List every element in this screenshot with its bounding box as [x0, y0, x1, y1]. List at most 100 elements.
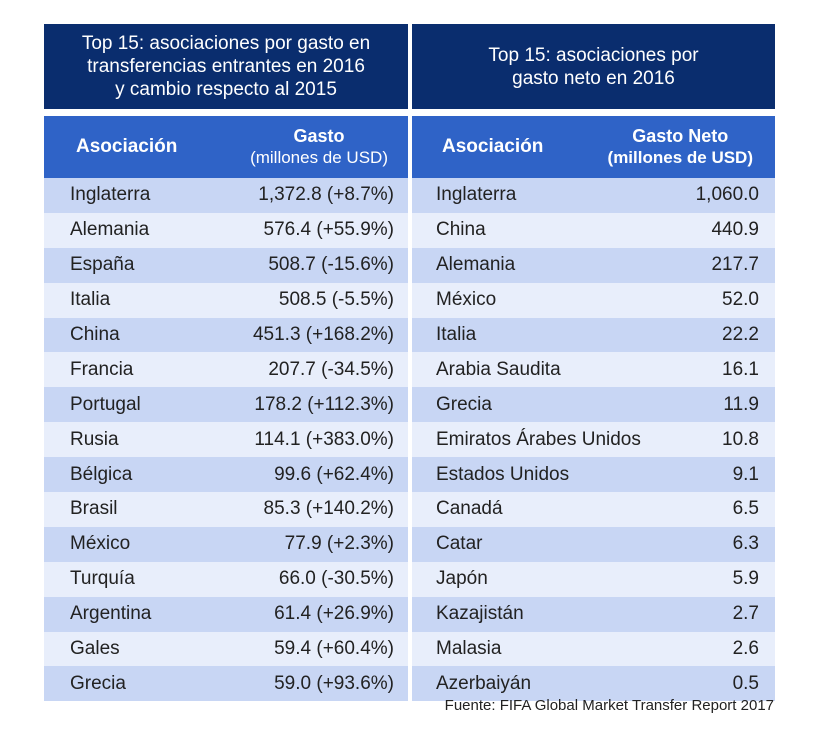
cell-value: 16.1 [722, 358, 759, 380]
table-row: Catar 6.3 [412, 526, 775, 562]
column-header-gasto: Gasto (millones de USD) [250, 125, 408, 169]
table-row: Brasil 85.3 (+140.2%) [44, 492, 408, 527]
cell-asociacion: Alemania [436, 254, 516, 276]
cell-value: 508.5 (-5.5%) [278, 289, 394, 311]
cell-asociacion: México [70, 533, 131, 555]
table-row: China 451.3 (+168.2%) [44, 317, 408, 353]
cell-value: 77.9 (+2.3%) [284, 533, 394, 555]
cell-asociacion: Francia [70, 358, 134, 380]
table-row: Alemania 217.7 [412, 247, 775, 283]
table-row: Emiratos Árabes Unidos 10.8 [412, 422, 775, 458]
column-header-unit: (millones de USD) [607, 148, 753, 167]
cell-value: 9.1 [732, 463, 759, 485]
cell-asociacion: Azerbaiyán [436, 672, 532, 694]
cell-asociacion: Arabia Saudita [436, 358, 561, 380]
table-body: Inglaterra 1,060.0 China 440.9 Alemania 217.7… [412, 178, 775, 702]
title-line: transferencias entrantes en 2016 [87, 56, 365, 77]
table-gasto-neto: Top 15: asociaciones por gasto neto en 2… [412, 24, 775, 702]
cell-value: 61.4 (+26.9%) [274, 603, 394, 625]
cell-asociacion: México [436, 289, 497, 311]
column-header-row: Asociación Gasto Neto (millones de USD) [412, 116, 775, 178]
cell-asociacion: China [436, 219, 486, 241]
cell-asociacion: Alemania [70, 219, 150, 241]
table-row: Grecia 59.0 (+93.6%) [44, 666, 408, 702]
table-row: China 440.9 [412, 212, 775, 248]
cell-value: 508.7 (-15.6%) [268, 254, 394, 276]
cell-value: 6.5 [732, 498, 759, 520]
column-header-main: Gasto Neto [632, 126, 729, 146]
table-title: Top 15: asociaciones por gasto en transf… [44, 24, 408, 109]
cell-asociacion: Inglaterra [70, 184, 151, 206]
cell-asociacion: Grecia [436, 393, 492, 415]
cell-asociacion: Bélgica [70, 463, 133, 485]
cell-value: 52.0 [722, 289, 759, 311]
table-row: España 508.7 (-15.6%) [44, 247, 408, 283]
table-row: Gales 59.4 (+60.4%) [44, 631, 408, 667]
cell-value: 114.1 (+383.0%) [254, 428, 394, 450]
cell-value: 66.0 (-30.5%) [278, 568, 394, 590]
cell-value: 10.8 [722, 428, 759, 450]
cell-value: 59.4 (+60.4%) [274, 638, 394, 660]
cell-value: 440.9 [711, 219, 759, 241]
column-header-row: Asociación Gasto (millones de USD) [44, 116, 408, 178]
cell-value: 59.0 (+93.6%) [274, 672, 394, 694]
column-header-main: Gasto [293, 126, 345, 146]
table-row: Kazajistán 2.7 [412, 596, 775, 632]
cell-asociacion: Italia [436, 324, 477, 345]
cell-value: 22.2 [722, 324, 759, 345]
cell-value: 2.6 [732, 638, 759, 660]
table-gasto-transferencias: Top 15: asociaciones por gasto en transf… [44, 24, 408, 702]
cell-asociacion: Turquía [70, 568, 135, 590]
cell-asociacion: Kazajistán [436, 603, 524, 625]
cell-asociacion: Inglaterra [436, 184, 517, 206]
cell-value: 99.6 (+62.4%) [274, 463, 394, 485]
title-line: Top 15: asociaciones por gasto en [81, 33, 371, 54]
cell-value: 6.3 [732, 533, 759, 555]
cell-value: 207.7 (-34.5%) [268, 358, 394, 380]
title-line: Top 15: asociaciones por [488, 44, 699, 66]
table-body: Inglaterra 1,372.8 (+8.7%) Alemania 576.4 (… [44, 178, 408, 702]
source-note: Fuente: FIFA Global Market Transfer Repo… [444, 697, 774, 714]
cell-value: 451.3 (+168.2%) [252, 324, 394, 345]
column-header-asociacion: Asociación [442, 136, 544, 157]
table-row: México 77.9 (+2.3%) [44, 526, 408, 562]
column-header-gasto-neto: Gasto Neto (millones de USD) [608, 125, 775, 169]
table-row: Portugal 178.2 (+112.3%) [44, 387, 408, 423]
table-row: Arabia Saudita 16.1 [412, 352, 775, 388]
table-row: Grecia 11.9 [412, 387, 775, 423]
table-title: Top 15: asociaciones por gasto neto en 2… [412, 24, 775, 109]
cell-asociacion: Brasil [70, 498, 118, 520]
cell-asociacion: Malasia [436, 638, 502, 660]
table-row: Francia 207.7 (-34.5%) [44, 352, 408, 388]
cell-value: 1,372.8 (+8.7%) [258, 184, 394, 206]
table-row: Canadá 6.5 [412, 492, 775, 527]
cell-asociacion: Canadá [436, 498, 503, 520]
cell-asociacion: Italia [70, 289, 111, 311]
cell-asociacion: Portugal [70, 393, 141, 415]
cell-value: 178.2 (+112.3%) [254, 393, 394, 415]
table-row: Inglaterra 1,060.0 [412, 178, 775, 213]
title-line: y cambio respecto al 2015 [115, 79, 337, 100]
cell-asociacion: Japón [436, 568, 488, 590]
title-line: gasto neto en 2016 [512, 67, 675, 89]
table-row: Italia 22.2 [412, 317, 775, 353]
cell-value: 5.9 [732, 568, 759, 590]
cell-value: 217.7 [711, 254, 759, 276]
cell-asociacion: Rusia [70, 428, 119, 450]
table-row: México 52.0 [412, 282, 775, 318]
cell-asociacion: Emiratos Árabes Unidos [436, 428, 641, 450]
table-row: Turquía 66.0 (-30.5%) [44, 561, 408, 597]
column-header-asociacion: Asociación [76, 136, 178, 157]
cell-asociacion: China [70, 324, 120, 345]
cell-value: 11.9 [723, 393, 759, 415]
cell-asociacion: Gales [70, 638, 120, 660]
cell-asociacion: Argentina [70, 603, 152, 625]
cell-asociacion: Estados Unidos [436, 463, 570, 485]
table-row: Italia 508.5 (-5.5%) [44, 282, 408, 318]
table-row: Estados Unidos 9.1 [412, 457, 775, 493]
table-row: Inglaterra 1,372.8 (+8.7%) [44, 178, 408, 213]
table-row: Malasia 2.6 [412, 631, 775, 667]
table-row: Rusia 114.1 (+383.0%) [44, 422, 408, 458]
cell-asociacion: Grecia [70, 672, 126, 694]
cell-value: 2.7 [732, 603, 759, 625]
